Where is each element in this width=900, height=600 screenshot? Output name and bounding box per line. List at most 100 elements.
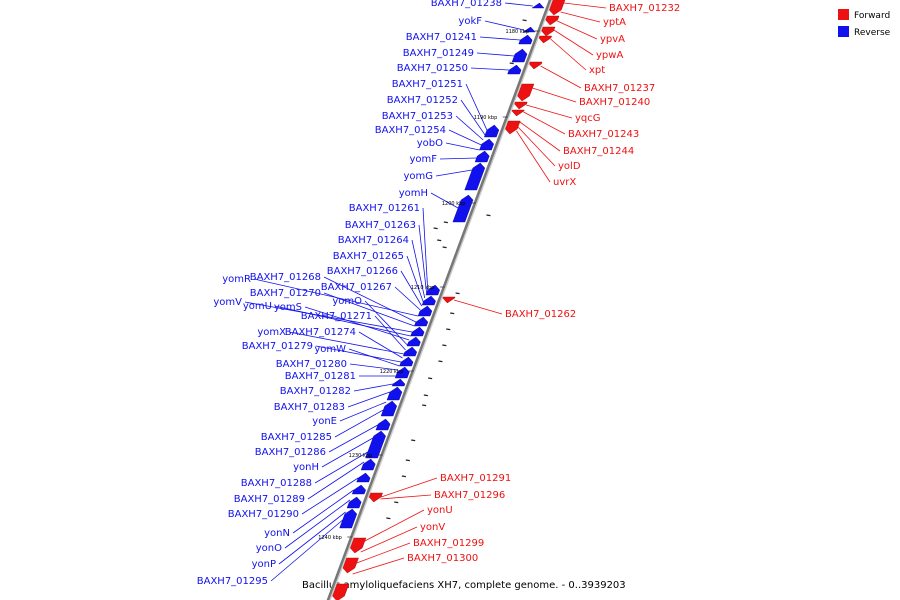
reverse-gene-label[interactable]: BAXH7_01241 xyxy=(406,32,477,43)
forward-gene-label[interactable]: BAXH7_01240 xyxy=(579,97,650,108)
reverse-gene-label[interactable]: yomS xyxy=(274,302,302,313)
reverse-gene-22 xyxy=(375,418,391,431)
forward-gene-4 xyxy=(529,61,543,70)
reverse-gene-label[interactable]: yomR xyxy=(222,274,251,285)
forward-gene-label[interactable]: BAXH7_01237 xyxy=(584,83,655,94)
reverse-leader-30 xyxy=(348,348,400,367)
forward-gene-label[interactable]: BAXH7_01232 xyxy=(609,3,680,14)
forward-gene-6 xyxy=(514,101,528,110)
forward-gene-label[interactable]: yptA xyxy=(603,17,626,28)
forward-gene-label[interactable]: ypwA xyxy=(596,50,623,61)
feature-dash-18 xyxy=(394,501,399,504)
forward-gene-5 xyxy=(517,83,535,102)
forward-gene-label[interactable]: yonV xyxy=(420,522,445,533)
reverse-gene-label[interactable]: BAXH7_01270 xyxy=(250,288,321,299)
reverse-gene-label[interactable]: BAXH7_01285 xyxy=(261,432,332,443)
reverse-gene-label[interactable]: BAXH7_01254 xyxy=(375,125,446,136)
reverse-gene-label[interactable]: yokF xyxy=(458,16,482,27)
reverse-gene-label[interactable]: BAXH7_01263 xyxy=(345,220,416,231)
forward-leader-9 xyxy=(519,121,561,152)
feature-dash-14 xyxy=(422,404,427,407)
forward-leader-15 xyxy=(364,509,425,542)
reverse-gene-label[interactable]: BAXH7_01286 xyxy=(255,447,326,458)
reverse-gene-label[interactable]: BAXH7_01295 xyxy=(197,576,268,587)
reverse-gene-label[interactable]: yomG xyxy=(403,171,433,182)
reverse-gene-label[interactable]: BAXH7_01261 xyxy=(349,203,420,214)
reverse-gene-6 xyxy=(479,138,494,151)
reverse-gene-label[interactable]: BAXH7_01268 xyxy=(250,272,321,283)
scale-ticks: 1180 kbp 1190 kbp 1200 kbp 1210 kbp 1220 kbp… xyxy=(318,29,540,541)
forward-gene-label[interactable]: BAXH7_01300 xyxy=(407,553,478,564)
forward-gene-label[interactable]: BAXH7_01262 xyxy=(505,309,576,320)
forward-gene-label[interactable]: uvrX xyxy=(553,177,576,188)
feature-dash-16 xyxy=(405,459,410,462)
reverse-leader-11 xyxy=(435,169,473,177)
forward-gene-label[interactable]: BAXH7_01296 xyxy=(434,490,505,501)
reverse-gene-label[interactable]: yomX xyxy=(257,327,286,338)
legend-swatch-reverse xyxy=(838,26,849,37)
reverse-gene-label[interactable]: BAXH7_01289 xyxy=(234,494,305,505)
reverse-gene-label[interactable]: BAXH7_01250 xyxy=(397,63,468,74)
forward-gene-label[interactable]: yonU xyxy=(427,505,453,516)
reverse-gene-label[interactable]: BAXH7_01251 xyxy=(392,79,463,90)
forward-leader-11 xyxy=(516,130,551,183)
reverse-gene-label[interactable]: BAXH7_01280 xyxy=(276,359,347,370)
forward-gene-label[interactable]: ypvA xyxy=(600,34,625,45)
reverse-leader-27 xyxy=(288,331,405,355)
reverse-leader-17 xyxy=(400,270,423,307)
reverse-gene-label[interactable]: yomU xyxy=(243,301,272,312)
reverse-gene-label[interactable]: BAXH7_01288 xyxy=(241,478,312,489)
reverse-gene-label[interactable]: BAXH7_01265 xyxy=(333,251,404,262)
forward-gene-label[interactable]: BAXH7_01299 xyxy=(413,538,484,549)
reverse-gene-label[interactable]: BAXH7_01253 xyxy=(382,111,453,122)
reverse-gene-label[interactable]: BAXH7_01282 xyxy=(280,386,351,397)
reverse-gene-label[interactable]: yonE xyxy=(312,416,337,427)
reverse-gene-label[interactable]: BAXH7_01271 xyxy=(301,311,372,322)
reverse-leader-42 xyxy=(292,489,354,534)
forward-gene-label[interactable]: BAXH7_01291 xyxy=(440,473,511,484)
reverse-gene-label[interactable]: BAXH7_01264 xyxy=(338,235,409,246)
reverse-gene-9 xyxy=(452,194,474,223)
reverse-gene-label[interactable]: yomH xyxy=(399,188,428,199)
reverse-gene-label[interactable]: BAXH7_01266 xyxy=(327,266,398,277)
reverse-gene-label[interactable]: BAXH7_01290 xyxy=(228,509,299,520)
gene-features xyxy=(332,0,566,600)
forward-gene-label[interactable]: BAXH7_01244 xyxy=(563,146,634,157)
backbone-shadow xyxy=(328,0,553,600)
legend: Forward Reverse xyxy=(838,9,891,38)
reverse-gene-label[interactable]: yomO xyxy=(332,296,362,307)
reverse-gene-label[interactable]: yonO xyxy=(256,543,282,554)
reverse-leader-25 xyxy=(364,300,408,346)
reverse-gene-label[interactable]: yobO xyxy=(417,138,443,149)
reverse-gene-label[interactable]: yonH xyxy=(293,462,319,473)
reverse-gene-label[interactable]: BAXH7_01279 xyxy=(242,341,313,352)
forward-gene-label[interactable]: yolD xyxy=(558,161,581,172)
reverse-leader-0 xyxy=(504,2,533,7)
reverse-gene-label[interactable]: yonN xyxy=(264,528,290,539)
reverse-gene-label[interactable]: BAXH7_01274 xyxy=(285,327,356,338)
reverse-leader-29 xyxy=(315,345,402,363)
forward-leader-6 xyxy=(532,87,577,103)
forward-gene-label[interactable]: BAXH7_01243 xyxy=(568,129,639,140)
reverse-gene-1 xyxy=(522,26,536,33)
reverse-gene-label[interactable]: BAXH7_01281 xyxy=(285,371,356,382)
reverse-leader-20 xyxy=(323,276,417,323)
feature-dash-9 xyxy=(442,344,447,347)
reverse-gene-label[interactable]: BAXH7_01267 xyxy=(321,282,392,293)
reverse-gene-label[interactable]: yomW xyxy=(314,344,346,355)
reverse-leader-10 xyxy=(439,157,477,160)
reverse-gene-label[interactable]: BAXH7_01283 xyxy=(274,402,345,413)
reverse-gene-label[interactable]: BAXH7_01249 xyxy=(403,48,474,59)
reverse-gene-label[interactable]: yonP xyxy=(252,559,276,570)
reverse-leader-40 xyxy=(307,461,365,500)
reverse-gene-label[interactable]: BAXH7_01252 xyxy=(387,95,458,106)
reverse-gene-label[interactable]: yomV xyxy=(213,297,242,308)
reverse-gene-label[interactable]: BAXH7_01238 xyxy=(431,0,502,9)
reverse-gene-label[interactable]: yomF xyxy=(409,154,437,165)
tick-label-2: 1200 kbp xyxy=(442,201,466,207)
forward-gene-label[interactable]: xpt xyxy=(589,65,605,76)
tick-label-6: 1240 kbp xyxy=(318,535,342,541)
reverse-gene-21 xyxy=(380,400,398,417)
forward-gene-13 xyxy=(332,583,350,600)
forward-gene-label[interactable]: yqcG xyxy=(575,113,601,124)
